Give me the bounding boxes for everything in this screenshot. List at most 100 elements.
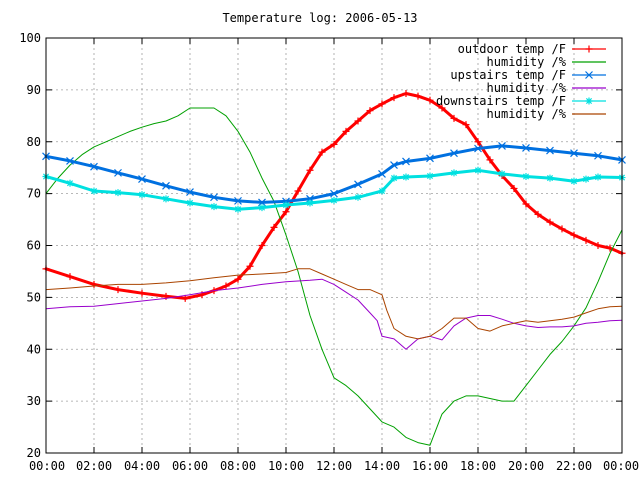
axis-ticks: 20 30 40 50 60 70 80 90 100 00:00 02:00 04:00 06:00 0… (19, 31, 639, 473)
series-point (90, 280, 98, 288)
series-point (570, 149, 578, 158)
x-tick-label: 20:00 (508, 459, 544, 473)
series-point (378, 187, 386, 195)
series-point (402, 157, 410, 166)
series-group (42, 90, 626, 446)
y-tick-label: 100 (19, 31, 41, 45)
y-tick-label: 40 (27, 342, 41, 356)
series-2 (45, 107, 623, 446)
series-point (582, 175, 590, 183)
series-point (258, 204, 266, 212)
series-point (474, 138, 482, 146)
series-point (546, 218, 554, 226)
y-tick-label: 80 (27, 135, 41, 149)
y-tick-label: 60 (27, 239, 41, 253)
legend-label: humidity /% (487, 107, 567, 121)
legend-entry: humidity /% (487, 107, 606, 121)
legend-entry: humidity /% (487, 81, 606, 95)
legend-label: outdoor temp /F (458, 42, 566, 56)
plot-frame (45, 37, 623, 454)
series-point (354, 117, 362, 125)
legend-label: upstairs temp /F (450, 68, 566, 82)
legend-entry: downstairs temp /F (436, 94, 606, 108)
series-point (510, 184, 518, 192)
x-tick-label: 12:00 (316, 459, 352, 473)
y-tick-label: 30 (27, 394, 41, 408)
series-point (222, 282, 230, 290)
x-tick-label: 10:00 (268, 459, 304, 473)
series-point (426, 172, 434, 180)
series-point (462, 121, 470, 129)
series-point (282, 201, 290, 209)
series-point (570, 177, 578, 185)
series-point (330, 189, 338, 198)
legend-marker (585, 45, 593, 53)
y-tick-label: 50 (27, 290, 41, 304)
series-point (66, 157, 74, 165)
series-point (390, 94, 398, 102)
x-tick-label: 06:00 (172, 459, 208, 473)
series-point (594, 151, 602, 160)
series-point (486, 156, 494, 164)
series-point (162, 195, 170, 203)
series-point (306, 199, 314, 207)
series-point (114, 286, 122, 294)
series-point (438, 104, 446, 112)
series-point (534, 210, 542, 218)
series-point (450, 114, 458, 122)
series-point (186, 188, 194, 196)
series-point (138, 289, 146, 297)
x-tick-label: 16:00 (412, 459, 448, 473)
series-point (594, 242, 602, 249)
series-point (402, 90, 410, 98)
y-tick-label: 20 (27, 446, 41, 460)
series-point (546, 174, 554, 182)
series-point (522, 144, 530, 152)
series-point (558, 225, 566, 233)
x-tick-label: 18:00 (460, 459, 496, 473)
series-point (114, 168, 122, 177)
series-line (45, 268, 623, 340)
x-tick-label: 04:00 (124, 459, 160, 473)
series-4 (45, 278, 623, 350)
grid (46, 38, 622, 453)
series-line (44, 144, 624, 204)
series-point (282, 208, 290, 216)
x-tick-label: 22:00 (556, 459, 592, 473)
series-point (66, 179, 74, 187)
series-point (234, 205, 242, 213)
series-point (258, 242, 266, 249)
series-point (474, 144, 482, 153)
legend-label: humidity /% (487, 81, 567, 95)
x-tick-label: 00:00 (29, 459, 65, 473)
series-point (246, 262, 254, 270)
series-point (414, 92, 422, 100)
series-point (450, 169, 458, 177)
series-point (474, 166, 482, 174)
series-point (450, 149, 458, 158)
y-tick-label: 90 (27, 83, 41, 97)
series-point (522, 173, 530, 181)
series-point (114, 189, 122, 197)
y-tick-label: 70 (27, 187, 41, 201)
legend-marker (585, 71, 593, 79)
series-point (306, 166, 314, 174)
series-point (330, 196, 338, 204)
series-point (210, 203, 218, 211)
series-point (138, 175, 146, 184)
series-point (570, 231, 578, 239)
series-point (354, 180, 362, 189)
series-line (45, 107, 623, 446)
series-point (498, 170, 506, 178)
series-point (210, 193, 218, 202)
series-point (378, 169, 386, 178)
series-point (234, 275, 242, 283)
series-point (354, 193, 362, 201)
series-point (342, 127, 350, 135)
legend-entry: outdoor temp /F (458, 42, 606, 56)
x-tick-label: 14:00 (364, 459, 400, 473)
legend-label: downstairs temp /F (436, 94, 566, 108)
